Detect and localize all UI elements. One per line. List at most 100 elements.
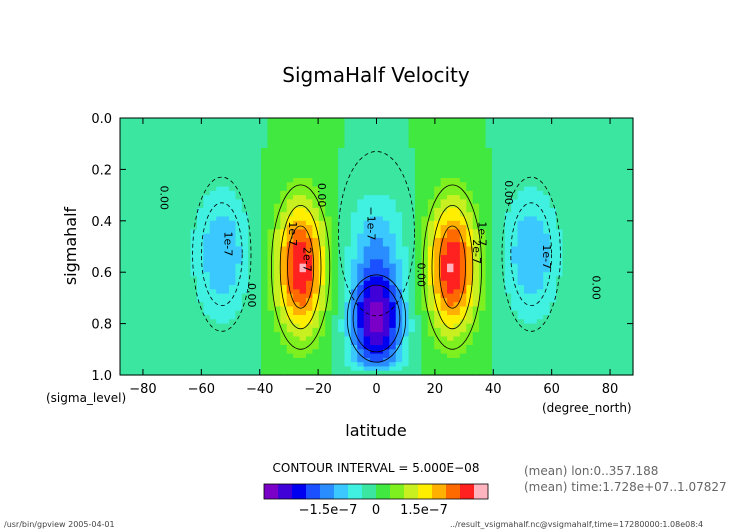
- field-cell: [273, 242, 281, 248]
- field-cell: [588, 186, 596, 192]
- field-cell: [549, 143, 557, 149]
- field-cell: [421, 169, 429, 175]
- field-cell: [511, 242, 519, 248]
- field-cell: [177, 246, 185, 252]
- field-cell: [267, 207, 275, 213]
- field-cell: [241, 237, 249, 243]
- field-cell: [620, 327, 628, 333]
- field-cell: [491, 250, 499, 256]
- field-cell: [459, 293, 467, 299]
- field-cell: [536, 327, 544, 333]
- field-cell: [568, 242, 576, 248]
- field-cell: [549, 118, 557, 123]
- field-cell: [164, 130, 172, 136]
- field-cell: [575, 306, 583, 312]
- field-cell: [491, 147, 499, 153]
- field-cell: [370, 353, 378, 359]
- field-cell: [293, 259, 301, 265]
- field-cell: [196, 306, 204, 312]
- field-cell: [331, 229, 339, 235]
- field-cell: [594, 220, 602, 226]
- field-cell: [459, 143, 467, 149]
- field-cell: [370, 332, 378, 338]
- field-cell: [402, 280, 410, 286]
- field-cell: [338, 220, 346, 226]
- field-cell: [447, 349, 455, 355]
- field-cell: [235, 302, 243, 308]
- field-cell: [543, 229, 551, 235]
- field-cell: [286, 306, 294, 312]
- field-cell: [184, 327, 192, 333]
- field-cell: [613, 315, 621, 320]
- field-cell: [241, 130, 249, 136]
- field-cell: [491, 199, 499, 205]
- field-cell: [434, 357, 442, 363]
- field-cell: [504, 293, 512, 299]
- field-cell: [126, 340, 134, 346]
- field-cell: [254, 297, 262, 303]
- field-cell: [459, 220, 467, 226]
- field-cell: [132, 169, 140, 175]
- field-cell: [588, 302, 596, 308]
- field-cell: [485, 216, 493, 222]
- field-cell: [357, 267, 365, 273]
- field-cell: [402, 220, 410, 226]
- field-cell: [139, 319, 147, 325]
- field-cell: [626, 156, 634, 162]
- field-cell: [382, 306, 390, 312]
- field-cell: [427, 147, 435, 153]
- field-cell: [184, 173, 192, 179]
- field-cell: [466, 310, 474, 316]
- field-cell: [184, 220, 192, 226]
- field-cell: [408, 203, 416, 209]
- field-cell: [434, 190, 442, 196]
- field-cell: [607, 327, 615, 333]
- field-cell: [363, 199, 371, 205]
- field-cell: [594, 152, 602, 158]
- field-cell: [447, 122, 455, 128]
- field-cell: [248, 225, 256, 230]
- field-cell: [408, 297, 416, 303]
- field-cell: [556, 177, 564, 183]
- field-cell: [466, 366, 474, 372]
- field-cell: [145, 220, 153, 226]
- field-cell: [261, 370, 269, 376]
- field-cell: [549, 190, 557, 196]
- field-cell: [293, 237, 301, 243]
- field-cell: [203, 332, 211, 338]
- field-cell: [286, 156, 294, 162]
- field-cell: [318, 293, 326, 299]
- colorbar-swatch: [306, 484, 321, 499]
- field-cell: [530, 319, 538, 325]
- field-cell: [543, 190, 551, 196]
- field-cell: [325, 130, 333, 136]
- field-cell: [395, 173, 403, 179]
- field-cell: [447, 340, 455, 346]
- field-cell: [530, 203, 538, 209]
- field-cell: [222, 126, 230, 132]
- field-cell: [286, 203, 294, 209]
- field-cell: [280, 130, 288, 136]
- field-cell: [600, 195, 608, 200]
- field-cell: [434, 126, 442, 132]
- field-cell: [626, 302, 634, 308]
- field-cell: [203, 165, 211, 170]
- field-cell: [273, 147, 281, 153]
- field-cell: [344, 370, 352, 376]
- field-cell: [453, 370, 461, 376]
- field-cell: [120, 276, 128, 282]
- field-cell: [581, 362, 589, 368]
- field-cell: [581, 195, 589, 200]
- field-cell: [382, 340, 390, 346]
- field-cell: [126, 323, 134, 329]
- field-cell: [261, 190, 269, 196]
- field-cell: [152, 267, 160, 273]
- field-cell: [363, 177, 371, 183]
- field-cell: [235, 237, 243, 243]
- field-cell: [190, 349, 198, 355]
- field-cell: [222, 302, 230, 308]
- field-cell: [370, 302, 378, 308]
- field-cell: [440, 370, 448, 376]
- field-cell: [466, 135, 474, 141]
- field-cell: [222, 135, 230, 141]
